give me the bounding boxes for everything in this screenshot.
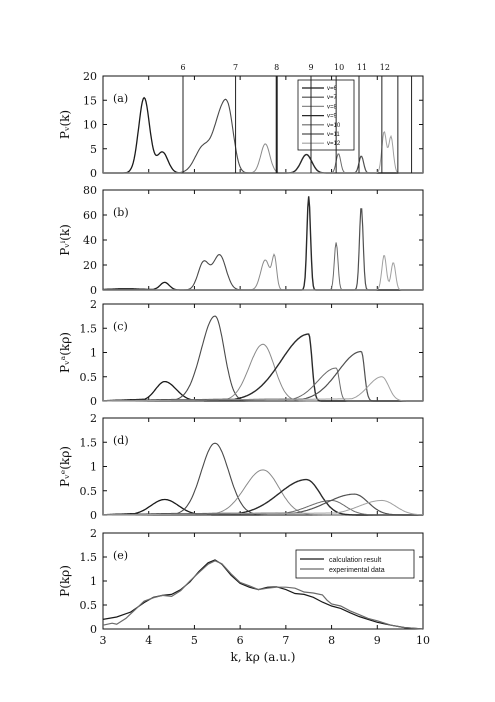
y-tick-label: 80 [83,184,97,197]
series-line-d-7 [103,499,423,516]
y-tick-label: 10 [83,119,97,132]
panel-frame [102,75,424,174]
legend-entry: v=8 [327,104,338,110]
y-tick-label: 1 [90,347,97,360]
series-line-a-1 [103,96,423,174]
series-line-b-7 [103,255,423,291]
panel-e: 0 0.5 1 1.5 2 (e) P(kρ) calculation result exper… [58,527,424,636]
y-tick-label: 15 [83,94,97,107]
vibrational-level-label: 9 [308,63,313,72]
legend: v=6 v=7 v=8 v=9 v=10 v=11 v=12 [297,79,355,151]
legend-entry: v=11 [327,132,340,138]
panel-frame [102,417,424,516]
x-tick-label: 7 [282,634,289,647]
legend-entry: experimental data [329,567,385,574]
panel-frame [102,303,424,402]
y-axis-label: Pᵥᵉ(kρ) [58,446,72,487]
series-line-e-2 [102,560,424,630]
y-tick-label: 2 [90,298,97,311]
y-tick-label: 5 [90,143,97,156]
series-line-b-5 [103,242,423,291]
legend: calculation result experimental data [295,549,415,579]
panel-frame [102,189,424,291]
series-line-c-7 [103,376,423,402]
y-tick-label: 1.5 [80,551,98,564]
legend-entry: v=12 [327,141,341,147]
panel-label: (a) [113,92,128,105]
vibrational-level-label: 7 [233,63,238,72]
y-tick-label: 2 [90,412,97,425]
y-tick-label: 40 [83,234,97,247]
panel-label: (b) [113,206,129,219]
y-tick-label: 1 [90,461,97,474]
x-axis-label: k, kρ (a.u.) [231,650,296,664]
x-tick-label: 5 [191,634,198,647]
series-line-a-4 [103,153,423,174]
legend-entry: calculation result [329,557,381,564]
x-tick-label: 10 [416,634,430,647]
legend-entry: v=6 [327,86,338,92]
y-tick-label: 1 [90,575,97,588]
vibrational-level-label: 11 [357,63,367,72]
series-line-c-3 [103,343,423,402]
series-line-b-2 [103,254,423,291]
series-line-a-6 [103,155,423,174]
panel-c: 0 0.5 1 1.5 2 (c) Pᵥᵃ(kρ) [58,298,424,408]
vibrational-level-label: 6 [180,63,185,72]
y-tick-label: 1.5 [80,322,98,335]
vibrational-level-label: 10 [334,63,344,72]
x-tick-label: 8 [328,634,335,647]
y-axis-label: Pᵥ(k) [58,110,72,139]
legend-entry: v=7 [327,95,338,101]
legend-entry: v=10 [327,123,341,129]
vibrational-level-label: 12 [380,63,390,72]
series-line-b-1 [103,281,423,291]
y-tick-label: 20 [83,70,97,83]
panel-label: (e) [113,549,128,562]
panel-d: 0 0.5 1 1.5 2 (d) Pᵥᵉ(kρ) [58,412,424,522]
y-axis-label: Pᵥᵃ(kρ) [58,332,72,373]
y-tick-label: 0.5 [80,599,98,612]
panel-label: (c) [113,320,128,333]
y-tick-label: 0 [90,284,97,297]
y-tick-label: 0.5 [80,485,98,498]
x-tick-label: 6 [237,634,244,647]
y-axis-label: Pᵥⁱ(k) [58,224,72,256]
panel-frame [102,532,424,630]
y-tick-label: 0.5 [80,371,98,384]
panel-b: 0 20 40 60 80 (b) Pᵥⁱ(k) [58,184,424,297]
panel-label: (d) [113,434,129,447]
y-tick-label: 0 [90,395,97,408]
y-tick-label: 0 [90,509,97,522]
panel-a: 0 5 10 15 20 (a) Pᵥ(k) v=6 v=7 v=8 v=9 v=10 v=11 v=12 [58,70,424,180]
vibrational-level-label: 8 [274,63,279,72]
x-tick-label: 4 [145,634,152,647]
series-line-c-6 [103,350,423,402]
x-tick-label: 9 [374,634,381,647]
y-tick-label: 1.5 [80,436,98,449]
series-line-a-5 [103,153,423,174]
series-line-c-2 [103,315,423,402]
series-line-a-7 [103,131,423,174]
series-line-b-3 [103,253,423,291]
y-tick-label: 2 [90,527,97,540]
y-tick-label: 20 [83,259,97,272]
series-line-d-4 [103,478,423,516]
y-tick-label: 0 [90,167,97,180]
y-axis-label: P(kρ) [58,565,72,597]
legend-box [295,549,415,579]
series-line-d-1 [103,498,423,516]
legend-entry: v=9 [327,114,338,120]
x-tick-label: 3 [100,634,107,647]
series-line-b-4 [103,196,423,291]
series-line-b-6 [103,208,423,291]
y-tick-label: 0 [90,623,97,636]
y-tick-label: 60 [83,209,97,222]
series-line-a-3 [103,143,423,174]
